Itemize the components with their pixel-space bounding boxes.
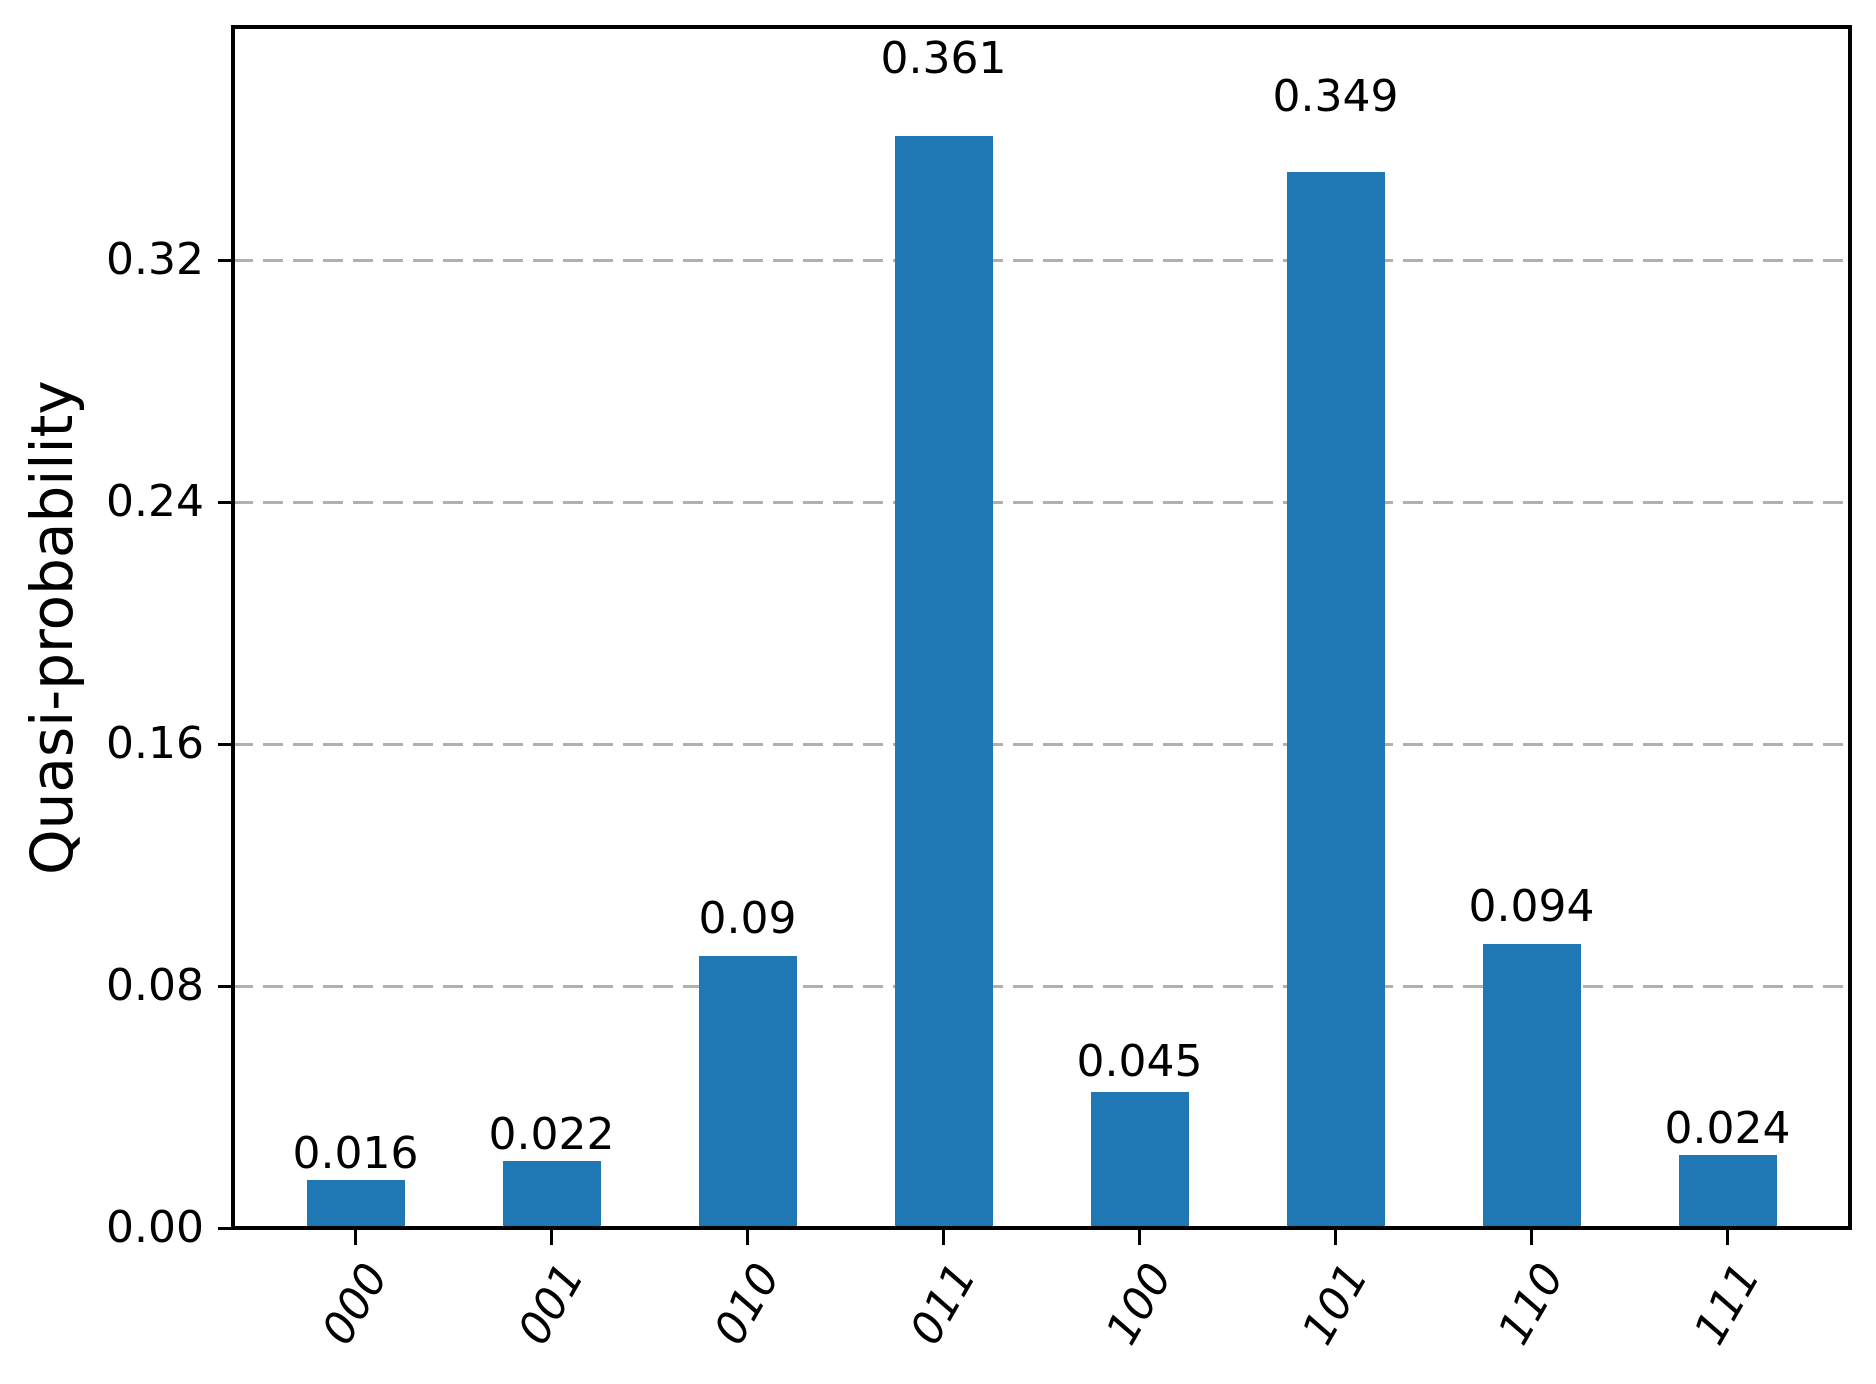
y-axis-title: Quasi-probability	[18, 380, 86, 875]
gridline-y-0.24	[233, 500, 1850, 504]
ytick-label-0.08: 0.08	[106, 960, 204, 1012]
gridline-y-0.16	[233, 742, 1850, 746]
ytick-label-0.16: 0.16	[106, 718, 204, 770]
gridline-y-0.08	[233, 984, 1850, 988]
bar-value-111: 0.024	[1664, 1102, 1791, 1154]
xtick-label-text-010: 010	[703, 1255, 790, 1354]
xtick-label-text-101: 101	[1291, 1255, 1378, 1354]
xtick-label-text-000: 000	[311, 1255, 398, 1354]
plot-area: 0.016 0.022 0.09 0.361 0.045 0.349 0.094 0.024	[233, 27, 1850, 1228]
bar-110	[1482, 943, 1581, 1228]
xtick-label-text-011: 011	[899, 1255, 986, 1354]
xtick-label-text-110: 110	[1487, 1255, 1574, 1354]
xtick-label-text-100: 100	[1095, 1255, 1182, 1354]
bar-010	[698, 955, 797, 1228]
xtick-mark-111	[1726, 1230, 1729, 1245]
ytick-mark-0.32	[218, 258, 233, 262]
xtick-mark-100	[1138, 1230, 1141, 1245]
bar-001	[502, 1161, 601, 1228]
bar-011	[894, 136, 993, 1228]
xtick-mark-101	[1334, 1230, 1337, 1245]
bar-value-010: 0.09	[698, 893, 797, 945]
xtick-mark-000	[354, 1230, 357, 1245]
bar-100	[1090, 1091, 1189, 1228]
gridline-y-0.32	[233, 258, 1850, 262]
bar-101	[1286, 172, 1385, 1228]
bar-value-100: 0.045	[1076, 1036, 1203, 1088]
ytick-mark-0.24	[218, 500, 233, 504]
xtick-mark-011	[942, 1230, 945, 1245]
ytick-label-0.32: 0.32	[106, 234, 204, 286]
ytick-mark-0.00	[218, 1226, 233, 1230]
bar-value-001: 0.022	[488, 1109, 615, 1161]
xtick-label-text-111: 111	[1683, 1255, 1770, 1354]
xtick-mark-001	[550, 1230, 553, 1245]
bar-111	[1678, 1155, 1777, 1228]
xtick-mark-010	[746, 1230, 749, 1245]
bar-value-101: 0.349	[1272, 70, 1399, 122]
ytick-label-0.00: 0.00	[106, 1202, 204, 1253]
xtick-label-text-001: 001	[507, 1255, 594, 1354]
bar-value-110: 0.094	[1468, 880, 1595, 932]
bar-value-000: 0.016	[292, 1128, 419, 1180]
bar-000	[306, 1179, 405, 1228]
bar-value-011: 0.361	[880, 32, 1007, 84]
xtick-mark-110	[1530, 1230, 1533, 1245]
ytick-label-0.24: 0.24	[106, 476, 204, 528]
ytick-mark-0.16	[218, 742, 233, 746]
ytick-mark-0.08	[218, 984, 233, 988]
